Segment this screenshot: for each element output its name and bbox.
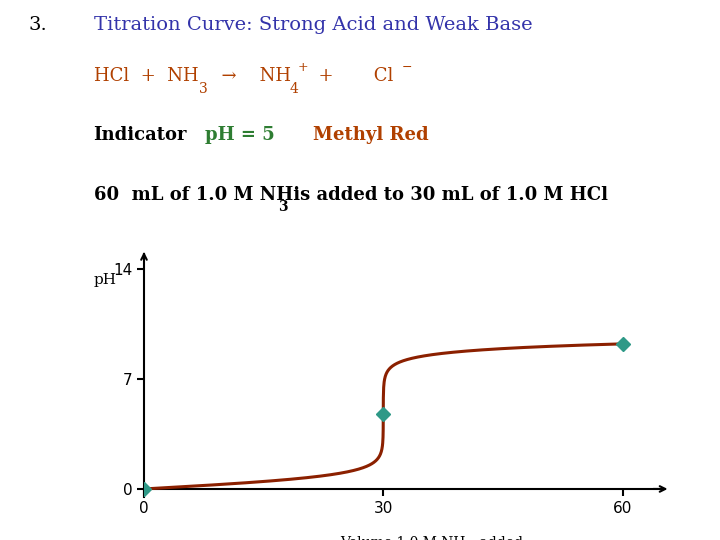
Text: HCl  +  NH: HCl + NH — [94, 67, 198, 85]
Text: +       Cl: + Cl — [307, 67, 393, 85]
Text: Methyl Red: Methyl Red — [313, 126, 429, 144]
Text: 60  mL of 1.0 M NH: 60 mL of 1.0 M NH — [94, 186, 293, 204]
Text: Volume 1.0 M NH: Volume 1.0 M NH — [341, 536, 466, 540]
Text: Indicator: Indicator — [94, 126, 187, 144]
Text: added: added — [475, 536, 523, 540]
Text: Titration Curve: Strong Acid and Weak Base: Titration Curve: Strong Acid and Weak Ba… — [94, 16, 532, 34]
Text: →    NH: → NH — [210, 67, 291, 85]
Text: +: + — [298, 61, 309, 75]
Text: 4: 4 — [289, 82, 298, 96]
Text: −: − — [402, 61, 413, 75]
Text: 3: 3 — [278, 200, 287, 214]
Text: 3.: 3. — [29, 16, 48, 34]
Text: pH = 5: pH = 5 — [205, 126, 275, 144]
Text: pH: pH — [94, 273, 117, 287]
Text: is added to 30 mL of 1.0 M HCl: is added to 30 mL of 1.0 M HCl — [287, 186, 608, 204]
Text: 3: 3 — [199, 82, 207, 96]
